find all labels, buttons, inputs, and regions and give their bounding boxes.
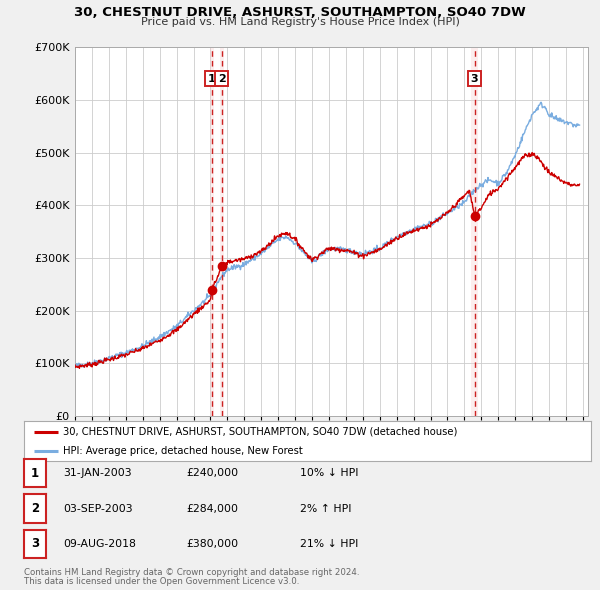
Bar	[471, 47, 478, 416]
Bar	[210, 47, 214, 416]
Text: 30, CHESTNUT DRIVE, ASHURST, SOUTHAMPTON, SO40 7DW: 30, CHESTNUT DRIVE, ASHURST, SOUTHAMPTON…	[74, 6, 526, 19]
Text: 03-SEP-2003: 03-SEP-2003	[63, 504, 133, 513]
Text: £380,000: £380,000	[186, 539, 238, 549]
Text: Contains HM Land Registry data © Crown copyright and database right 2024.: Contains HM Land Registry data © Crown c…	[24, 568, 359, 576]
Text: 3: 3	[471, 74, 478, 84]
Text: 1: 1	[31, 467, 39, 480]
Text: HPI: Average price, detached house, New Forest: HPI: Average price, detached house, New …	[62, 446, 302, 456]
Text: 3: 3	[31, 537, 39, 550]
Bar	[220, 47, 224, 416]
Text: £240,000: £240,000	[186, 468, 238, 478]
Text: £284,000: £284,000	[186, 504, 238, 513]
Text: 1: 1	[208, 74, 215, 84]
Text: 30, CHESTNUT DRIVE, ASHURST, SOUTHAMPTON, SO40 7DW (detached house): 30, CHESTNUT DRIVE, ASHURST, SOUTHAMPTON…	[62, 427, 457, 437]
Text: 31-JAN-2003: 31-JAN-2003	[63, 468, 131, 478]
Text: 2: 2	[31, 502, 39, 515]
Text: 2% ↑ HPI: 2% ↑ HPI	[300, 504, 352, 513]
Text: 10% ↓ HPI: 10% ↓ HPI	[300, 468, 359, 478]
Text: 21% ↓ HPI: 21% ↓ HPI	[300, 539, 358, 549]
Text: 09-AUG-2018: 09-AUG-2018	[63, 539, 136, 549]
Text: Price paid vs. HM Land Registry's House Price Index (HPI): Price paid vs. HM Land Registry's House …	[140, 17, 460, 27]
Text: 2: 2	[218, 74, 226, 84]
Text: This data is licensed under the Open Government Licence v3.0.: This data is licensed under the Open Gov…	[24, 577, 299, 586]
